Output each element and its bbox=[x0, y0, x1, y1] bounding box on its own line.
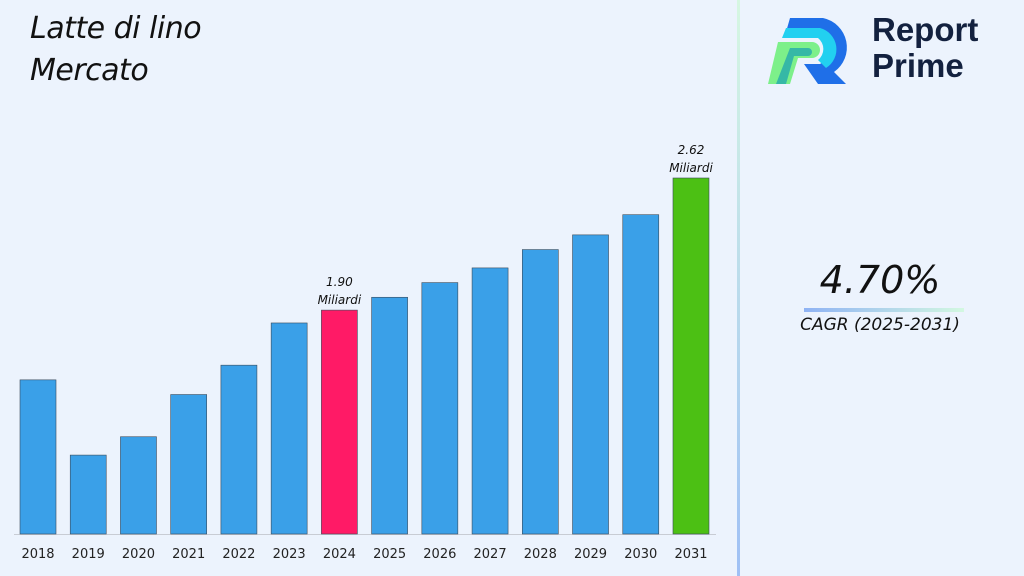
x-tick-label: 2028 bbox=[524, 547, 557, 562]
logo-line-2: Prime bbox=[872, 47, 964, 84]
bar-chart: 2018 2019 2020 2021 2022 2023 2024 2025 2026 2027… bbox=[14, 143, 716, 562]
report-prime-logo-icon bbox=[768, 18, 847, 84]
chart-title: Latte di lino Mercato bbox=[30, 8, 202, 92]
data-label-unit: Miliardi bbox=[318, 293, 362, 307]
x-tick-label: 2020 bbox=[122, 547, 155, 562]
x-tick-label: 2024 bbox=[323, 547, 356, 562]
bar-2018 bbox=[19, 379, 57, 535]
bar-2022 bbox=[220, 364, 258, 535]
x-tick-label: 2022 bbox=[222, 547, 255, 562]
data-label-unit: Miliardi bbox=[669, 161, 713, 175]
bar-2028 bbox=[521, 249, 559, 535]
bar-2026 bbox=[421, 282, 459, 535]
bar-2029 bbox=[572, 234, 609, 535]
x-tick-label: 2018 bbox=[21, 547, 54, 562]
data-label-value: 2.62 bbox=[678, 143, 705, 157]
logo-text: Report Prime bbox=[872, 12, 978, 84]
title-line-2: Mercato bbox=[30, 53, 149, 88]
title-line-1: Latte di lino bbox=[30, 11, 202, 46]
x-tick-label: 2029 bbox=[574, 547, 607, 562]
bar-2027 bbox=[471, 267, 509, 535]
x-tick-label: 2027 bbox=[474, 547, 507, 562]
x-tick-label: 2025 bbox=[373, 547, 406, 562]
bar-2023 bbox=[270, 322, 308, 535]
divider bbox=[737, 0, 740, 576]
x-tick-label: 2026 bbox=[423, 547, 456, 562]
x-tick-label: 2023 bbox=[273, 547, 306, 562]
x-tick-label: 2031 bbox=[674, 547, 707, 562]
bar-2024 bbox=[321, 309, 358, 535]
x-tick-label: 2030 bbox=[624, 547, 657, 562]
bar-2019 bbox=[69, 454, 107, 535]
data-label-value: 1.90 bbox=[326, 275, 353, 289]
cagr-value: 4.70% bbox=[819, 258, 941, 302]
x-tick-label: 2019 bbox=[72, 547, 105, 562]
x-tick-label: 2021 bbox=[172, 547, 205, 562]
bar-2031 bbox=[672, 177, 710, 535]
bar-2030 bbox=[622, 214, 660, 535]
cagr-underline bbox=[804, 308, 964, 312]
logo-line-1: Report bbox=[872, 11, 979, 48]
bar-2021 bbox=[170, 394, 207, 535]
bar-2020 bbox=[120, 436, 157, 535]
cagr-label: CAGR (2025-2031) bbox=[800, 315, 960, 335]
bar-2025 bbox=[371, 296, 408, 535]
